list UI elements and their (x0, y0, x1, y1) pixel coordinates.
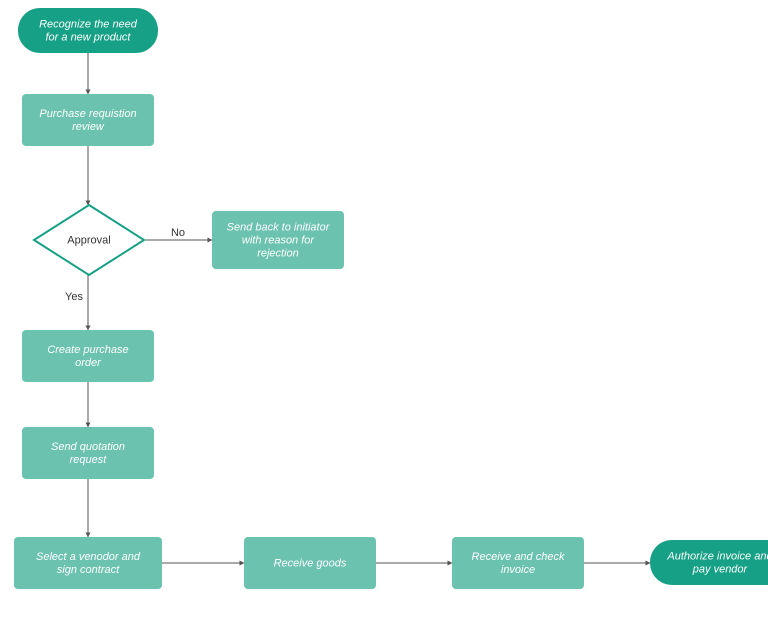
node-end: Authorize invoice andpay vendor (650, 540, 768, 585)
edge-label-approval-create_po: Yes (65, 291, 83, 303)
node-review: Purchase requistionreview (22, 94, 154, 146)
node-label-create_po-line0: Create purchase (47, 344, 128, 356)
node-receive_invoice: Receive and checkinvoice (452, 537, 584, 589)
node-approval: Approval (34, 205, 144, 275)
node-label-reject-line0: Send back to initiator (227, 222, 331, 234)
node-select_vendor: Select a venodor andsign contract (14, 537, 162, 589)
node-receive_goods: Receive goods (244, 537, 376, 589)
node-label-review-line1: review (72, 121, 105, 133)
node-label-start-line0: Recognize the need (39, 19, 138, 31)
node-label-send_quote-line1: request (70, 454, 108, 466)
node-label-reject-line1: with reason for (242, 235, 315, 247)
node-label-receive_invoice-line1: invoice (501, 564, 535, 576)
node-create_po: Create purchaseorder (22, 330, 154, 382)
node-label-reject-line2: rejection (257, 248, 299, 260)
node-label-receive_invoice-line0: Receive and check (472, 551, 565, 563)
node-label-create_po-line1: order (75, 357, 102, 369)
node-label-end-line0: Authorize invoice and (666, 551, 768, 563)
node-label-receive_goods-line0: Receive goods (274, 558, 347, 570)
node-label-select_vendor-line0: Select a venodor and (36, 551, 141, 563)
node-label-end-line1: pay vendor (692, 564, 749, 576)
node-label-start-line1: for a new product (46, 32, 132, 44)
node-label-review-line0: Purchase requistion (39, 108, 136, 120)
node-send_quote: Send quotationrequest (22, 427, 154, 479)
node-reject: Send back to initiatorwith reason forrej… (212, 211, 344, 269)
flowchart-canvas: NoYesRecognize the needfor a new product… (0, 0, 768, 621)
nodes-layer: Recognize the needfor a new product Purch… (14, 8, 768, 589)
node-start: Recognize the needfor a new product (18, 8, 158, 53)
edge-label-approval-reject: No (171, 227, 185, 239)
node-label-approval-line0: Approval (67, 235, 110, 247)
node-label-select_vendor-line1: sign contract (57, 564, 120, 576)
node-label-send_quote-line0: Send quotation (51, 441, 125, 453)
